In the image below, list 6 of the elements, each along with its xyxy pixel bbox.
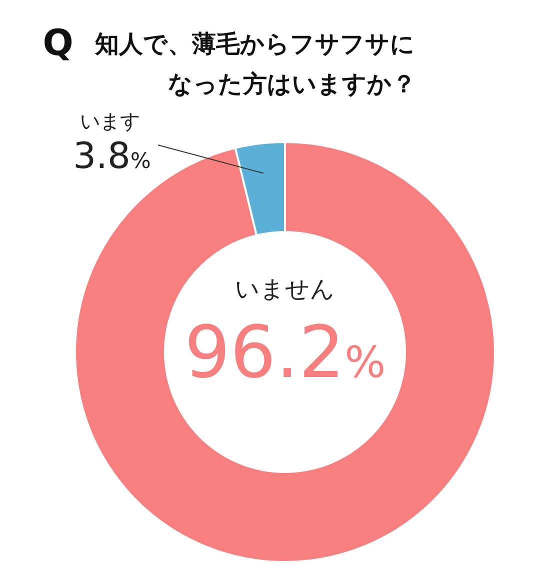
- text: Q: [42, 23, 74, 64]
- slice-label: いません: [235, 275, 335, 303]
- slice-label: います: [80, 109, 140, 133]
- data-label: 96.2%: [184, 310, 386, 394]
- chart-title: 知人で、薄毛からフサフサになった方はいますか？: [94, 30, 416, 98]
- data-label: 3.8%: [73, 136, 151, 177]
